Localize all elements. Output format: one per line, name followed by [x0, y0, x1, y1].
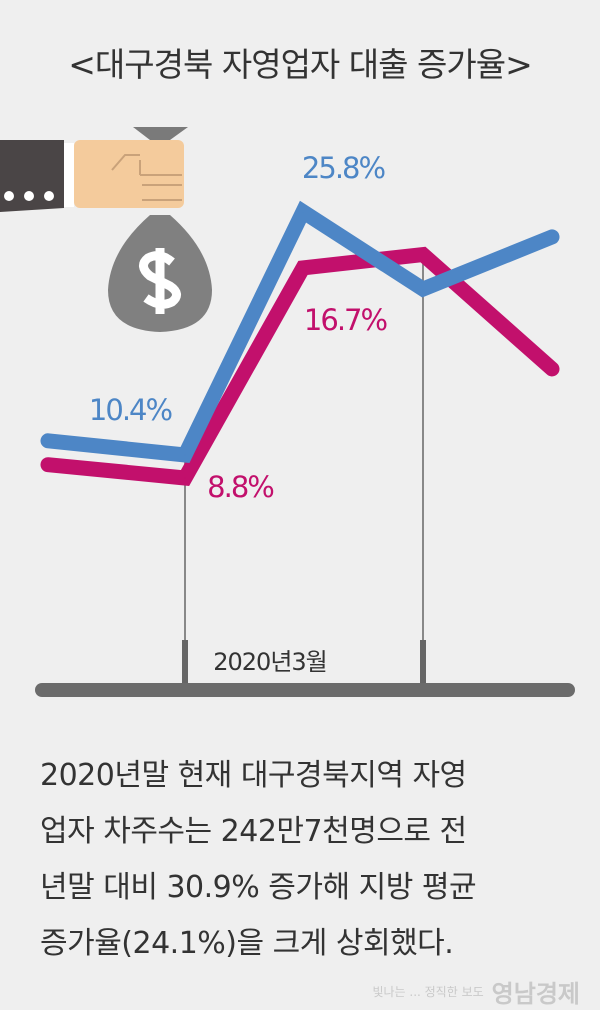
data-point	[184, 477, 186, 479]
data-point	[551, 235, 553, 238]
axis-tick	[420, 640, 426, 685]
watermark: 빛나는 ... 정직한 보도 영남경제	[372, 976, 580, 1008]
caption-line: 년말 대비 30.9% 증가해 지방 평균	[40, 870, 477, 905]
line-chart: 10.4% 25.8% 8.8% 16.7% 2020년3월	[0, 127, 575, 697]
data-point	[302, 210, 304, 213]
chart-title: <대구경북 자영업자 대출 증가율>	[68, 45, 532, 84]
data-point	[47, 463, 49, 466]
data-point	[422, 288, 424, 291]
data-label: 8.8%	[207, 470, 273, 504]
data-point	[551, 367, 553, 370]
caption: 2020년말 현재 대구경북지역 자영 업자 차주수는 242만7천명으로 전 …	[40, 748, 580, 972]
money-bag-hand-icon	[0, 127, 212, 332]
data-label: 10.4%	[89, 393, 172, 427]
caption-line: 2020년말 현재 대구경북지역 자영	[40, 758, 467, 793]
data-point	[47, 439, 49, 442]
data-point	[184, 454, 186, 456]
data-label: 25.8%	[302, 151, 385, 185]
data-label: 16.7%	[304, 303, 387, 337]
watermark-tagline: 빛나는 ... 정직한 보도	[372, 984, 484, 999]
x-tick-label: 2020년3월	[213, 648, 327, 676]
caption-line: 업자 차주수는 242만7천명으로 전	[40, 814, 467, 849]
axis-tick	[182, 640, 188, 685]
caption-line: 증가율(24.1%)을 크게 상회했다.	[40, 926, 454, 961]
watermark-name: 영남경제	[491, 979, 580, 1008]
data-point	[422, 253, 424, 256]
data-point	[302, 266, 304, 269]
